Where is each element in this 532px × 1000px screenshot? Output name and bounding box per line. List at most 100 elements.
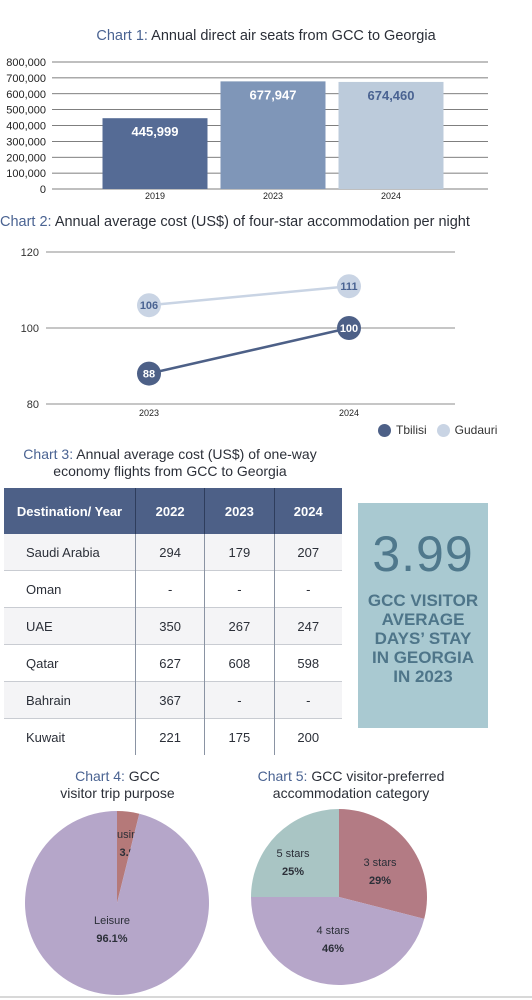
legend-label-tbilisi: Tbilisi [396, 423, 427, 437]
table-cell: Oman [4, 570, 136, 608]
table-cell: 627 [134, 644, 205, 682]
chart2-point-tbilisi [337, 316, 361, 340]
chart2-xtick-label: 2024 [339, 408, 359, 418]
chart5-slice-4-stars [251, 897, 425, 985]
legend-label-gudauri: Gudauri [454, 423, 498, 437]
chart1-bar-2019 [102, 118, 208, 189]
chart2-ytick-label: 100 [21, 323, 39, 335]
chart3-label: Chart 3: [23, 446, 74, 462]
chart1-xtick-label: 2023 [263, 191, 283, 201]
chart3-title-line1: Annual average cost (US$) of one-way [73, 446, 317, 462]
table-cell: Kuwait [4, 718, 136, 755]
chart4-slice-leisure [25, 811, 209, 995]
chart5-slice-label: 3 stars [363, 857, 397, 869]
table-cell: 247 [273, 607, 342, 645]
chart1-ytick-label: 100,000 [6, 168, 46, 180]
chart2-point-label: 88 [143, 369, 155, 381]
chart1-title-text: Annual direct air seats from GCC to Geor… [147, 28, 436, 44]
column-header: 2022 [134, 488, 205, 534]
column-header: 2024 [273, 488, 342, 534]
chart2-ytick-label: 120 [21, 247, 39, 259]
chart5-slice-5-stars [251, 809, 339, 897]
table-row: Kuwait 221 175 200 [4, 718, 342, 755]
chart4-slice-label: Leisure [94, 915, 130, 927]
chart2-series-line-gudauri [148, 284, 350, 307]
table-header-row: Destination/ Year 2022 2023 2024 [4, 488, 342, 534]
chart2-title: Chart 2: Annual average cost (US$) of fo… [0, 214, 470, 230]
chart2-point-tbilisi [137, 361, 161, 386]
table-cell: Qatar [4, 644, 136, 682]
table-cell: 598 [273, 644, 342, 682]
chart5-slice-value: 25% [282, 866, 304, 878]
chart2-point-gudauri [337, 274, 361, 299]
chart3-title-line2: economy flights from GCC to Georgia [53, 463, 287, 479]
chart1-ytick-label: 500,000 [6, 105, 46, 117]
chart4-label: Chart 4: [75, 768, 125, 784]
chart1-bar-2024 [338, 81, 444, 189]
chart4-slice-value: 96.1% [96, 933, 127, 945]
table-cell: 200 [273, 718, 342, 755]
chart4-title-line1: GCC [124, 768, 160, 784]
chart3-title: Chart 3: Annual average cost (US$) of on… [0, 446, 340, 480]
table-cell: 608 [204, 644, 274, 682]
table-cell: - [134, 570, 205, 608]
chart5-title-line1: GCC visitor-preferred [307, 768, 445, 784]
chart5-slice-label: 5 stars [276, 848, 310, 860]
chart1-xtick-label: 2024 [381, 191, 401, 201]
table-cell: 294 [134, 534, 205, 571]
chart2-point-label: 106 [140, 300, 158, 312]
chart2-ytick-label: 80 [27, 399, 39, 411]
chart2-legend: Tbilisi Gudauri [378, 423, 497, 437]
chart1-ytick-label: 800,000 [6, 57, 46, 69]
column-header: 2023 [204, 488, 274, 534]
bottom-divider [0, 996, 532, 998]
legend-dot-gudauri [436, 423, 450, 437]
chart5-title: Chart 5: GCC visitor-preferred accommoda… [230, 768, 472, 802]
table-cell: Bahrain [4, 681, 136, 719]
table-cell: 350 [134, 607, 205, 645]
chart4-slice-business [117, 811, 140, 903]
table-cell: - [204, 570, 274, 608]
chart2-point-label: 111 [340, 281, 357, 293]
table-cell: 367 [134, 681, 205, 719]
table-cell: 221 [134, 718, 205, 755]
stat-value: 3.99 [372, 526, 474, 582]
table-row: Bahrain 367- - [4, 681, 342, 719]
table-row: Qatar 627 608 598 [4, 644, 342, 682]
table-row: UAE 350 267 247 [4, 607, 342, 645]
table-row: Oman - - - [4, 570, 342, 608]
flights-cost-table: Destination/ Year 2022 2023 2024 Saudi Arab… [4, 488, 342, 755]
table-cell: 175 [204, 718, 274, 755]
table-cell: 207 [273, 534, 342, 571]
table-cell: 179 [204, 534, 274, 571]
chart1-ytick-label: 0 [40, 184, 46, 196]
chart1-ytick-label: 200,000 [6, 152, 46, 164]
table-cell: UAE [4, 607, 136, 645]
chart1-label: Chart 1: [96, 28, 148, 44]
chart4-title: Chart 4: GCC visitor trip purpose [40, 768, 195, 802]
chart1-value-label: 445,999 [132, 124, 179, 139]
chart1-xtick-label: 2019 [145, 191, 165, 201]
table-row: Saudi Arabia 294 179 207 [4, 534, 342, 571]
chart1-ytick-label: 400,000 [6, 121, 46, 133]
column-header: Destination/ Year [4, 488, 136, 534]
chart1-ytick-label: 700,000 [6, 73, 46, 85]
chart2-series-line-tbilisi [148, 326, 350, 375]
table-cell: - [204, 681, 274, 719]
chart1-value-label: 674,460 [368, 88, 415, 103]
chart1-ytick-label: 600,000 [6, 89, 46, 101]
table-cell: Saudi Arabia [4, 534, 136, 571]
table-body: Saudi Arabia 294 179 207 Oman - - - UAE 350 267 247… [4, 534, 342, 755]
chart1-bar-2023 [220, 81, 326, 189]
chart1-bar-chart: 800,000 700,000 600,000 500,000 400,000 300,0… [6, 57, 488, 201]
table-cell: - [273, 570, 342, 608]
stat-caption: GCC VISITOR AVERAGE DAYS’ STAY IN GEORGI… [367, 591, 479, 686]
table-cell: - [273, 681, 342, 719]
chart2-line-chart: 120 100 80 2023 2024 88 100 106 111 [21, 247, 455, 418]
chart5-slice-value: 46% [322, 943, 344, 955]
chart2-title-text: Annual average cost (US$) of four-star a… [51, 214, 470, 230]
chart5-slice-value: 29% [369, 875, 391, 887]
table-cell: 267 [204, 607, 274, 645]
chart5-slice-label: 4 stars [316, 925, 350, 937]
